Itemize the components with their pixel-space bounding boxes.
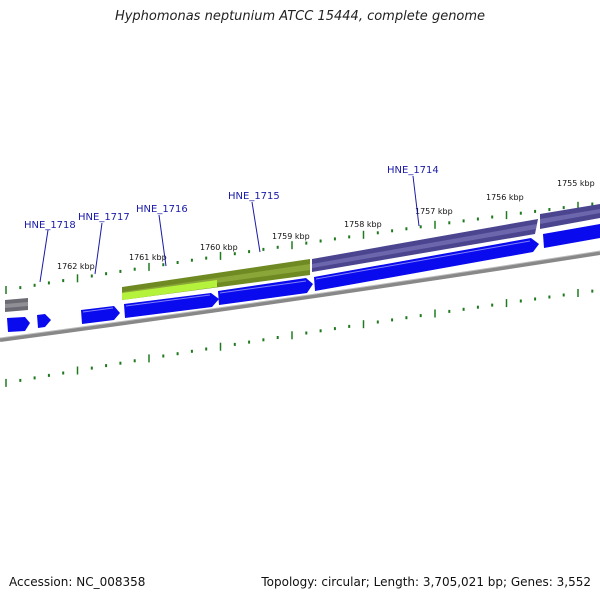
kbp-label-1755: 1755 kbp (557, 179, 595, 188)
accession-label: Accession: NC_008358 (9, 575, 146, 589)
kbp-label-1761: 1761 kbp (129, 253, 167, 262)
gene-label-hne-1716[interactable]: HNE_1716 (136, 204, 188, 215)
callout-line-hne-1714 (412, 175, 420, 227)
gene-label-hne-1717[interactable]: HNE_1717 (78, 212, 130, 223)
genome-title: Hyphomonas neptunium ATCC 15444, complet… (114, 9, 486, 24)
callout-line-hne-1717 (94, 222, 103, 275)
gene-arrow-hne-1713[interactable] (543, 224, 600, 248)
gene-label-hne-1715[interactable]: HNE_1715 (228, 191, 280, 202)
kbp-label-1759: 1759 kbp (272, 232, 310, 241)
inner-scale-ticks (5, 289, 594, 387)
kbp-label-1760: 1760 kbp (200, 243, 238, 252)
callout-line-hne-1715 (251, 201, 261, 253)
gene-arrow-hne-1718[interactable] (37, 314, 51, 328)
callout-line-hne-1716 (158, 214, 167, 267)
callout-line-hne-1718 (39, 229, 49, 283)
kbp-label-1758: 1758 kbp (344, 220, 382, 229)
gene-arrow-hne-1717[interactable] (81, 306, 120, 324)
gene-label-hne-1714[interactable]: HNE_1714 (387, 165, 439, 176)
gene-arrow-hne-1716[interactable] (124, 293, 219, 318)
kbp-label-1757: 1757 kbp (415, 207, 453, 216)
gene-label-hne-1718[interactable]: HNE_1718 (24, 220, 76, 231)
feature-lime[interactable] (122, 280, 217, 300)
kbp-label-1756: 1756 kbp (486, 193, 524, 202)
outer-scale-ticks (5, 201, 594, 294)
gene-arrow-hne-1715[interactable] (218, 278, 313, 305)
gene-arrow-hne-1719[interactable] (7, 317, 30, 332)
genome-summary: Topology: circular; Length: 3,705,021 bp… (261, 575, 591, 589)
gene-arrow-hne-1714[interactable] (314, 238, 539, 291)
genome-backbone (0, 251, 600, 342)
kbp-label-1762: 1762 kbp (57, 262, 95, 271)
